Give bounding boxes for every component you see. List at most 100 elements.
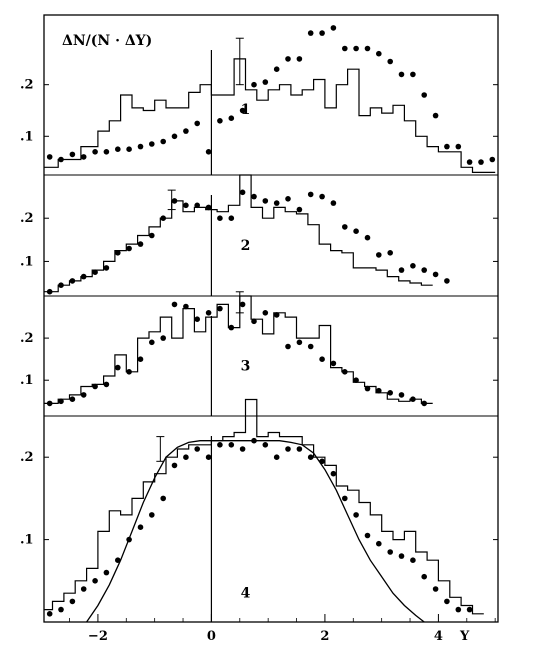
data-point bbox=[69, 598, 76, 605]
data-point bbox=[239, 107, 246, 114]
data-point bbox=[137, 143, 144, 150]
data-point bbox=[46, 288, 53, 295]
panel-label: 3 bbox=[241, 358, 251, 374]
data-point bbox=[239, 301, 246, 308]
data-point bbox=[489, 156, 496, 163]
data-point bbox=[205, 149, 212, 155]
data-point bbox=[46, 400, 53, 407]
data-point bbox=[330, 470, 337, 477]
data-point bbox=[421, 92, 428, 98]
data-point bbox=[160, 215, 166, 221]
data-point bbox=[46, 154, 53, 160]
data-point bbox=[103, 149, 110, 155]
histogram-series bbox=[44, 58, 496, 173]
data-point bbox=[58, 398, 64, 405]
data-point bbox=[296, 339, 303, 346]
x-axis-label: Y bbox=[459, 629, 470, 644]
data-point bbox=[410, 557, 416, 563]
data-point bbox=[319, 30, 325, 36]
data-point bbox=[444, 598, 450, 605]
panel-3: 3 bbox=[44, 291, 433, 416]
data-point bbox=[149, 512, 155, 518]
data-point bbox=[80, 586, 87, 592]
panel-frames bbox=[43, 14, 499, 623]
data-point bbox=[364, 234, 371, 241]
data-point bbox=[92, 383, 98, 390]
data-point bbox=[251, 193, 257, 200]
chart-marks: 1 2 3 4 bbox=[44, 25, 496, 623]
data-point bbox=[228, 215, 235, 221]
data-point bbox=[58, 282, 64, 289]
data-point bbox=[171, 133, 178, 140]
data-point bbox=[353, 377, 359, 384]
data-point bbox=[251, 318, 257, 325]
axis-ticks: .1 .2 .1 .2 .1 .2 .1 .2 −2 0 2 4 bbox=[20, 78, 498, 644]
y-tick-label: .2 bbox=[20, 331, 34, 346]
data-point bbox=[285, 56, 291, 62]
chart-title: ΔN/(N · ΔY) bbox=[62, 33, 152, 49]
data-point bbox=[398, 267, 405, 273]
data-point bbox=[183, 454, 189, 461]
y-tick-label: .2 bbox=[20, 78, 34, 93]
panel-2: 2 bbox=[44, 174, 450, 296]
data-point bbox=[296, 206, 303, 213]
data-point bbox=[217, 118, 223, 124]
data-point bbox=[421, 400, 428, 407]
data-point bbox=[376, 50, 382, 57]
data-point bbox=[115, 364, 121, 371]
data-point bbox=[342, 369, 348, 375]
data-point bbox=[103, 569, 110, 576]
data-point bbox=[149, 141, 155, 147]
data-point bbox=[262, 79, 269, 85]
data-point bbox=[69, 396, 76, 403]
data-point bbox=[194, 316, 200, 323]
data-point bbox=[194, 202, 200, 209]
data-point bbox=[330, 25, 337, 31]
data-point bbox=[80, 273, 87, 280]
data-point bbox=[432, 112, 439, 119]
data-point bbox=[376, 387, 382, 394]
data-point bbox=[69, 278, 76, 284]
data-point bbox=[160, 138, 166, 145]
data-point bbox=[432, 586, 439, 592]
data-point bbox=[387, 250, 394, 256]
data-point bbox=[137, 524, 144, 530]
data-point bbox=[273, 66, 280, 72]
data-point bbox=[251, 81, 257, 88]
data-point bbox=[364, 385, 371, 392]
histogram-series bbox=[44, 398, 484, 615]
data-point bbox=[387, 549, 394, 555]
data-point bbox=[432, 271, 439, 278]
data-point bbox=[262, 310, 269, 316]
data-point bbox=[171, 462, 178, 469]
data-point bbox=[115, 557, 121, 563]
data-point bbox=[398, 553, 405, 559]
data-point bbox=[205, 310, 212, 316]
data-point bbox=[171, 301, 178, 308]
histogram-series bbox=[44, 295, 433, 404]
data-point bbox=[103, 381, 110, 388]
data-point bbox=[194, 446, 200, 452]
data-point bbox=[137, 356, 144, 363]
data-point bbox=[58, 156, 64, 163]
data-point bbox=[444, 143, 450, 150]
data-point bbox=[262, 442, 269, 448]
x-tick-label: −2 bbox=[88, 629, 108, 644]
data-point bbox=[421, 267, 428, 273]
panel-4: 4 bbox=[44, 398, 484, 623]
data-point bbox=[126, 245, 132, 252]
data-point bbox=[307, 30, 314, 36]
data-point bbox=[353, 228, 359, 234]
data-point bbox=[319, 193, 325, 200]
data-point bbox=[205, 454, 212, 461]
data-point bbox=[228, 442, 235, 448]
data-point bbox=[115, 146, 121, 152]
data-point bbox=[478, 159, 484, 165]
data-point bbox=[217, 215, 223, 221]
data-point bbox=[262, 198, 269, 204]
data-point bbox=[80, 392, 87, 398]
y-tick-label: .1 bbox=[20, 254, 34, 269]
data-point bbox=[387, 58, 394, 65]
data-point bbox=[171, 198, 178, 204]
